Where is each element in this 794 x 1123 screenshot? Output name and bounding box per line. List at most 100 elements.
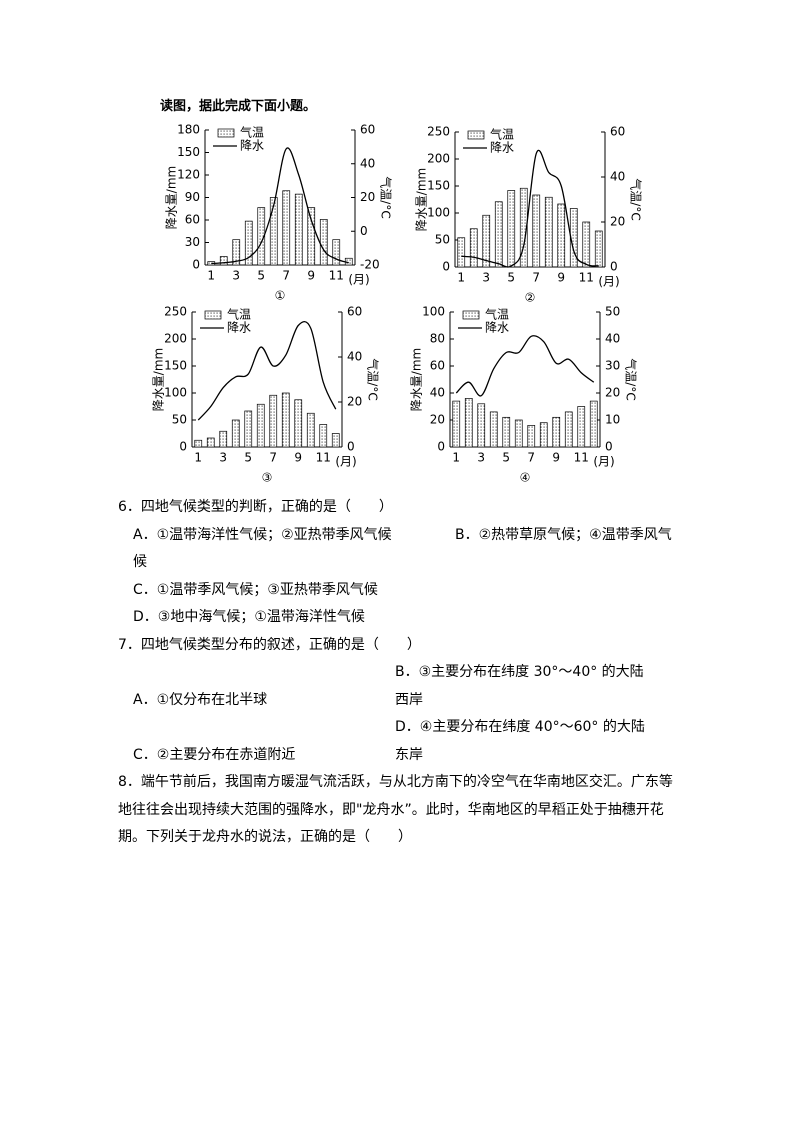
temperature-bar (219, 430, 228, 448)
y-tick-label: 50 (172, 413, 187, 427)
y2-tick-label: 50 (605, 305, 620, 319)
temperature-bar (244, 410, 253, 448)
y-tick-label: 80 (430, 332, 445, 346)
temperature-bar (232, 239, 241, 266)
x-tick-label: 9 (294, 451, 302, 465)
y-tick-label: 120 (177, 168, 200, 182)
temperature-bar (527, 425, 536, 448)
temperature-bar (331, 433, 340, 448)
x-tick-label: 9 (307, 269, 315, 283)
option: C．②主要分布在赤道附近 (133, 746, 296, 763)
y-tick-label: 50 (435, 233, 450, 247)
temperature-bar (294, 193, 303, 266)
x-tick-label: 3 (477, 451, 485, 465)
y-tick-label: 150 (427, 179, 450, 193)
y2-tick-label: 40 (610, 170, 625, 184)
y2-tick-label: 0 (610, 260, 618, 274)
temperature-bar (589, 400, 598, 448)
temperature-bar (231, 419, 240, 448)
x-axis-unit: (月) (335, 455, 356, 469)
legend-label: 降水 (227, 321, 251, 335)
climate-chart: 0 50 100 150 200 250 0 20 40 60 1 3 5 7 9 11 (月) 降水量/mm 气温… (415, 125, 644, 305)
y2-tick-label: 20 (347, 395, 362, 409)
temperature-bar (257, 207, 266, 266)
option: A．①温带海洋性气候；②亚热带季风气候 (133, 526, 392, 543)
question-stem: 6．四地气候类型的判断，正确的是（ ） (118, 499, 393, 515)
y-tick-label: 150 (164, 359, 187, 373)
temperature-bar (269, 394, 278, 448)
y-tick-label: 40 (430, 386, 445, 400)
x-axis-unit: (月) (598, 275, 619, 289)
y-axis-label: 降水量/mm (165, 166, 179, 229)
temperature-bar (557, 203, 566, 268)
y-tick-label: 90 (185, 190, 200, 204)
x-tick-label: 1 (207, 269, 215, 283)
y2-tick-label: 60 (360, 123, 375, 137)
y-tick-label: 180 (177, 123, 200, 137)
y2-tick-label: 60 (610, 125, 625, 139)
temperature-bar (514, 419, 523, 448)
legend-label: 气温 (490, 127, 514, 142)
temperature-bar (206, 437, 215, 448)
x-tick-label: 7 (527, 451, 535, 465)
temperature-bar (332, 239, 341, 266)
temperature-bar (494, 201, 503, 268)
temperature-bar (306, 412, 315, 448)
temperature-bar (582, 221, 591, 268)
intro: 读图，据此完成下面小题。 (160, 99, 317, 114)
temperature-bar (244, 220, 253, 266)
y2-tick-label: 40 (360, 156, 375, 170)
x-tick-label: 11 (316, 451, 331, 465)
temperature-bar (552, 416, 561, 448)
y2-axis-label: 气温/°C (379, 176, 394, 218)
options: A．①仅分布在北半球 B．③主要分布在纬度 30°～40° 的大陆西岸 C．②主要分… (118, 659, 680, 769)
y-tick-label: 100 (422, 305, 445, 319)
y-tick-label: 20 (430, 413, 445, 427)
temperature-bar (219, 256, 228, 266)
y-tick-label: 250 (427, 125, 450, 139)
temperature-bar (269, 197, 278, 266)
x-tick-label: 7 (282, 269, 290, 283)
temperature-bar (319, 219, 328, 266)
x-tick-label: 3 (219, 451, 227, 465)
x-tick-label: 5 (244, 451, 252, 465)
x-tick-label: 1 (457, 271, 465, 285)
x-tick-label: 11 (574, 451, 589, 465)
option: C．①温带季风气候；③亚热带季风气候 (133, 581, 378, 598)
legend-swatch (462, 310, 480, 320)
x-tick-label: 5 (257, 269, 265, 283)
legend-label: 气温 (485, 307, 509, 322)
temperature-bar (282, 190, 291, 266)
legend-swatch (204, 310, 222, 320)
legend-swatch (217, 128, 235, 138)
temperature-bar (564, 411, 573, 448)
y-axis-label: 降水量/mm (152, 348, 166, 411)
question: 6．四地气候类型的判断，正确的是（ ） A．①温带海洋性气候；②亚热带季风气候 B．… (118, 494, 680, 632)
precipitation-line (197, 320, 337, 421)
chart-caption: ① (275, 289, 286, 303)
temperature-bar (477, 403, 486, 448)
y2-tick-label: 0 (347, 440, 355, 454)
temperature-bar (489, 411, 498, 448)
option: B．③主要分布在纬度 30°～40° 的大陆西岸 (395, 664, 644, 708)
option: A．①仅分布在北半球 (133, 691, 268, 708)
options: A．①温带海洋性气候；②亚热带季风气候 B．②热带草原气候；④温带季风气候 C．①温… (118, 522, 680, 632)
y2-axis-label: 气温/°C (624, 358, 639, 400)
temperature-bar (294, 399, 303, 448)
question-stem: 8．端午节前后，我国南方暖湿气流活跃，与从北方南下的冷空气在华南地区交汇。广东等… (118, 774, 673, 845)
y2-tick-label: 30 (605, 359, 620, 373)
y-tick-label: 60 (430, 359, 445, 373)
temperature-bar (532, 194, 541, 268)
temperature-bar (544, 196, 553, 268)
x-tick-label: 1 (194, 451, 202, 465)
y-tick-label: 0 (179, 440, 187, 454)
temperature-bar (281, 392, 290, 448)
option: B．②热带草原气候；④温带季风气候 (133, 526, 672, 571)
y-tick-label: 100 (427, 206, 450, 220)
y2-tick-label: 40 (605, 332, 620, 346)
y-tick-label: 30 (185, 235, 200, 249)
precipitation-line (211, 147, 349, 265)
temperature-bar (194, 439, 203, 448)
y-tick-label: 250 (164, 305, 187, 319)
x-tick-label: 7 (269, 451, 277, 465)
